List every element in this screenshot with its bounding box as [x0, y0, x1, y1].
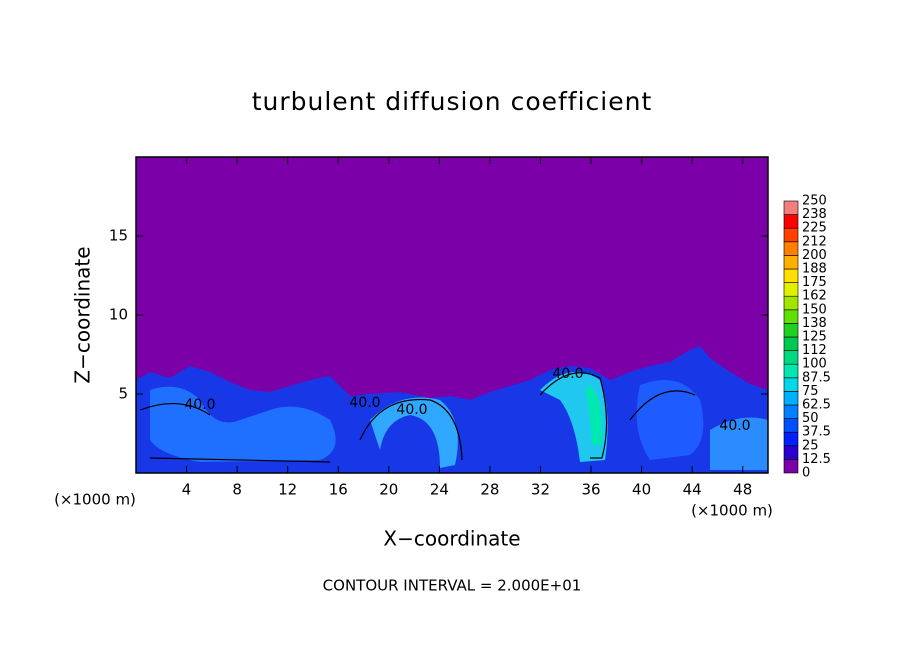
colorbar-label: 238 [802, 207, 827, 222]
field-blob [585, 385, 603, 445]
contour-label: 40.0 [184, 397, 215, 413]
field-blob [150, 386, 336, 462]
colorbar-cell [783, 214, 799, 229]
colorbar-label: 37.5 [802, 425, 831, 440]
y-tick-label: 10 [109, 306, 128, 324]
colorbar-cell [783, 459, 799, 474]
colorbar-label: 100 [802, 357, 827, 372]
contour-label: 40.0 [349, 395, 380, 411]
colorbar-label: 212 [802, 234, 827, 249]
colorbar-cell [783, 295, 799, 311]
colorbar-cell [783, 363, 799, 379]
colorbar-label: 125 [802, 330, 827, 345]
contour-label: 40.0 [719, 418, 750, 434]
colorbar-label: 225 [802, 221, 827, 236]
x-tick-label: 20 [379, 481, 398, 499]
y-tick-label: 5 [118, 385, 128, 403]
colorbar-cell [783, 268, 799, 283]
x-tick-label: 16 [329, 481, 348, 499]
colorbar-cell [783, 418, 799, 433]
colorbar-label: 175 [802, 275, 827, 290]
colorbar-cell [783, 227, 799, 243]
colorbar-cell [783, 391, 799, 406]
y-axis-title: Z−coordinate [71, 246, 95, 383]
colorbar-cell [783, 282, 799, 297]
colorbar-cell [783, 241, 799, 256]
x-tick-label: 8 [232, 481, 242, 499]
colorbar-label: 75 [802, 384, 819, 399]
x-tick-label: 28 [480, 481, 499, 499]
x-tick-label: 44 [683, 481, 702, 499]
colorbar-label: 25 [802, 438, 819, 453]
field-blob [710, 417, 768, 470]
footer: CONTOUR INTERVAL = 2.000E+01 [323, 577, 582, 595]
colorbar-cell [783, 200, 799, 215]
colorbar-cell [783, 309, 799, 324]
x-tick-label: 32 [531, 481, 550, 499]
x-axis-title: X−coordinate [383, 527, 520, 551]
colorbar-label: 162 [802, 289, 827, 304]
colorbar-label: 87.5 [802, 370, 831, 385]
colorbar-cell [783, 350, 799, 365]
x-tick-label: 24 [430, 481, 449, 499]
colorbar-cell [783, 445, 799, 460]
field [136, 157, 768, 473]
colorbar-label: 138 [802, 316, 827, 331]
x-tick-label: 4 [182, 481, 192, 499]
unit-label: (×1000 m) [691, 502, 773, 520]
y-tick-label: 15 [109, 227, 128, 245]
colorbar-cell [783, 336, 799, 351]
x-tick-label: 12 [278, 481, 297, 499]
colorbar-cell [783, 404, 799, 419]
colorbar-label: 0 [802, 466, 810, 481]
field-blob [636, 380, 704, 460]
unit-label: (×1000 m) [54, 491, 136, 509]
contour-label: 40.0 [552, 366, 583, 382]
colorbar-label: 112 [802, 343, 827, 358]
x-tick-label: 40 [632, 481, 651, 499]
x-tick-label: 48 [733, 481, 752, 499]
colorbar-label: 200 [802, 248, 827, 263]
colorbar-label: 150 [802, 302, 827, 317]
colorbar-cell [783, 431, 799, 447]
contour-label: 40.0 [396, 402, 427, 418]
colorbar-label: 188 [802, 262, 827, 277]
colorbar-label: 250 [802, 194, 827, 209]
colorbar-label: 50 [802, 411, 819, 426]
field-blob [370, 397, 458, 468]
colorbar-label: 12.5 [802, 452, 831, 467]
colorbar-label: 62.5 [802, 398, 831, 413]
contour-line [139, 372, 696, 463]
colorbar-cell [783, 323, 799, 338]
x-tick-label: 36 [581, 481, 600, 499]
colorbar-cell [783, 377, 799, 392]
chart-title: turbulent diffusion coefficient [252, 87, 653, 116]
colorbar-cell [783, 255, 799, 270]
